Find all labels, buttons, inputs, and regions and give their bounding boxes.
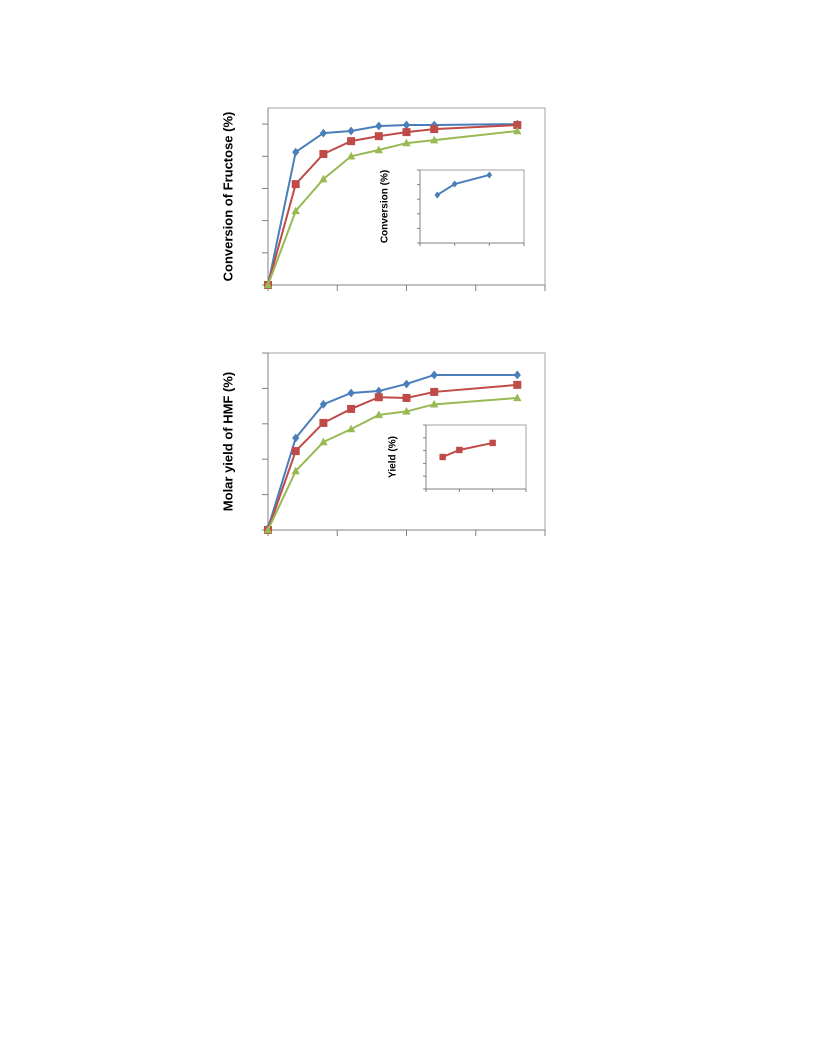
- data-point: [319, 399, 327, 409]
- data-point: [347, 404, 356, 413]
- data-point: [402, 407, 411, 415]
- data-point: [346, 424, 356, 433]
- series-line: [267, 373, 518, 529]
- data-point: [291, 180, 300, 189]
- data-point: [291, 206, 300, 215]
- data-point: [513, 380, 522, 389]
- data-point: [292, 433, 300, 443]
- series-line: [267, 130, 518, 286]
- data-point: [489, 439, 496, 447]
- data-point: [402, 138, 411, 147]
- plot-area: [419, 169, 525, 244]
- data-point: [291, 466, 300, 475]
- data-point: [451, 180, 458, 188]
- y-axis-label: Yield (%): [388, 436, 399, 478]
- data-point: [430, 125, 439, 134]
- data-point: [319, 150, 328, 159]
- series-line: [267, 124, 518, 286]
- data-point: [263, 525, 273, 534]
- data-point: [430, 370, 438, 380]
- y-axis-label: Conversion of Fructose (%): [220, 112, 235, 282]
- data-point: [402, 379, 411, 389]
- data-point: [319, 128, 327, 138]
- data-point: [319, 174, 328, 183]
- data-point: [402, 120, 411, 130]
- data-point: [319, 418, 328, 427]
- data-point: [292, 147, 300, 157]
- data-point: [402, 393, 411, 402]
- data-point: [402, 128, 411, 137]
- data-point: [430, 399, 439, 408]
- data-point: [513, 126, 522, 135]
- data-point: [430, 387, 439, 396]
- data-point: [263, 280, 273, 289]
- data-point: [291, 447, 300, 456]
- data-point: [456, 446, 463, 454]
- data-point: [375, 386, 383, 396]
- data-point: [434, 191, 441, 199]
- data-point: [374, 145, 383, 154]
- series-line: [267, 396, 518, 531]
- data-point: [375, 121, 383, 131]
- data-point: [430, 135, 439, 144]
- data-point: [347, 126, 355, 136]
- data-point: [439, 453, 446, 461]
- data-point: [374, 393, 383, 402]
- data-point: [513, 121, 522, 130]
- y-axis-label: Conversion (%): [380, 170, 391, 243]
- data-point: [347, 388, 355, 398]
- data-point: [513, 393, 522, 402]
- data-point: [374, 132, 383, 141]
- y-axis-label: Molar yield of HMF (%): [220, 372, 235, 511]
- series-line: [267, 123, 518, 286]
- series-line: [267, 383, 518, 531]
- data-point: [513, 370, 521, 380]
- data-point: [319, 437, 328, 446]
- data-point: [486, 171, 493, 179]
- data-point: [347, 137, 356, 146]
- data-point: [374, 410, 383, 419]
- data-point: [346, 151, 356, 160]
